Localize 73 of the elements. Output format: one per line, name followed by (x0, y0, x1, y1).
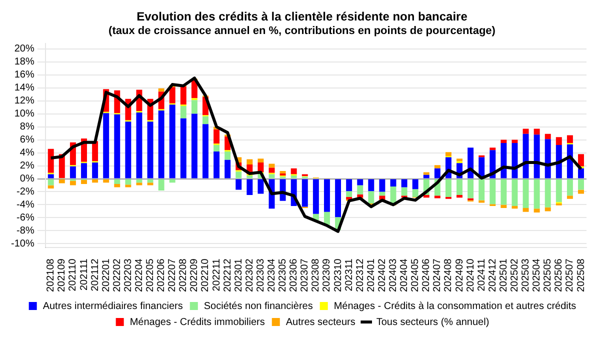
y-tick-label: -2% (16, 186, 34, 198)
x-tick-label: 202305 (278, 258, 289, 292)
x-tick-label: 202212 (222, 258, 234, 292)
x-tick-label: 202303 (255, 258, 266, 292)
x-tick-label: 202409 (454, 258, 466, 292)
x-tick-label: 202202 (112, 258, 123, 292)
x-tick-label: 202503 (520, 258, 532, 292)
x-tick-label: 202110 (68, 258, 79, 292)
x-tick-label: 202508 (576, 258, 587, 292)
x-tick-label: 202301 (233, 258, 244, 292)
x-tick-label: 202312 (354, 258, 366, 292)
x-tick-label: 202306 (288, 258, 300, 292)
x-tick-label: 202307 (300, 258, 311, 292)
chart-subtitle: (taux de croissance annuel en %, contributions en points de pourcentage) (108, 25, 496, 38)
x-tick-label: 202208 (178, 258, 190, 292)
x-tick-label: 202310 (332, 258, 344, 292)
legend-label: Ménages - Crédits immobiliers (130, 316, 265, 328)
x-tick-label: 202112 (90, 258, 101, 292)
legend-label: Ménages - Crédits à la consommation et autres crédits (334, 300, 576, 312)
x-tick-label: 202504 (532, 258, 543, 292)
x-tick-label: 202506 (554, 258, 565, 292)
x-tick-label: 202407 (432, 258, 444, 292)
x-tick-label: 202207 (167, 258, 178, 292)
chart-title: Evolution des crédits à la clientèle résidente non bancaire (136, 10, 468, 24)
y-tick-label: -4% (16, 199, 34, 210)
y-tick-label: -10% (10, 238, 34, 250)
x-tick-label: 202108 (46, 258, 57, 292)
y-tick-label: 6% (20, 134, 34, 146)
x-tick-label: 202211 (211, 258, 222, 292)
x-tick-label: 202209 (189, 258, 200, 292)
x-tick-label: 202405 (410, 258, 422, 292)
legend-label: Sociétés non financières (204, 300, 313, 312)
y-tick-label: 8% (20, 122, 34, 133)
x-tick-label: 202309 (322, 258, 333, 292)
x-tick-label: 202412 (487, 258, 498, 292)
x-tick-label: 202507 (564, 258, 576, 292)
legend-label: Tous secteurs (% annuel) (376, 316, 490, 328)
y-tick-label: 4% (20, 148, 34, 159)
y-tick-label: 16% (14, 70, 34, 81)
y-tick-label: 10% (14, 108, 34, 120)
x-tick-label: 202502 (509, 258, 520, 292)
y-tick-label: 14% (14, 82, 34, 94)
legend-label: Autres secteurs (286, 316, 356, 328)
x-tick-label: 202410 (465, 258, 476, 292)
y-tick-label: 18% (14, 56, 34, 68)
x-tick-label: 202406 (421, 258, 432, 292)
x-tick-label: 202402 (376, 258, 388, 292)
x-tick-label: 202411 (476, 258, 488, 292)
x-tick-label: 202304 (266, 258, 278, 292)
x-tick-label: 202311 (344, 258, 355, 292)
x-tick-label: 202201 (100, 258, 112, 292)
y-tick-label: -8% (16, 225, 34, 236)
x-tick-label: 202204 (134, 258, 145, 292)
x-tick-label: 202210 (200, 258, 212, 292)
x-tick-label: 202203 (122, 258, 134, 292)
x-tick-label: 202111 (78, 258, 90, 291)
y-tick-label: 20% (14, 44, 34, 55)
y-tick-label: -6% (16, 212, 34, 224)
x-tick-label: 202505 (542, 258, 554, 292)
x-tick-label: 202308 (310, 258, 322, 292)
x-tick-label: 202404 (399, 258, 410, 292)
y-tick-label: 2% (20, 160, 34, 172)
x-tick-label: 202302 (244, 258, 256, 292)
y-tick-label: 12% (14, 96, 34, 107)
x-tick-label: 202206 (156, 258, 168, 292)
x-tick-label: 202501 (498, 258, 510, 292)
x-tick-label: 202403 (388, 258, 399, 292)
y-tick-label: 0% (20, 174, 34, 185)
x-tick-label: 202408 (443, 258, 454, 292)
x-tick-label: 202205 (145, 258, 156, 292)
x-tick-label: 202109 (56, 258, 68, 292)
legend-label: Autres intermédiaires financiers (42, 300, 183, 312)
x-tick-label: 202401 (366, 258, 377, 292)
